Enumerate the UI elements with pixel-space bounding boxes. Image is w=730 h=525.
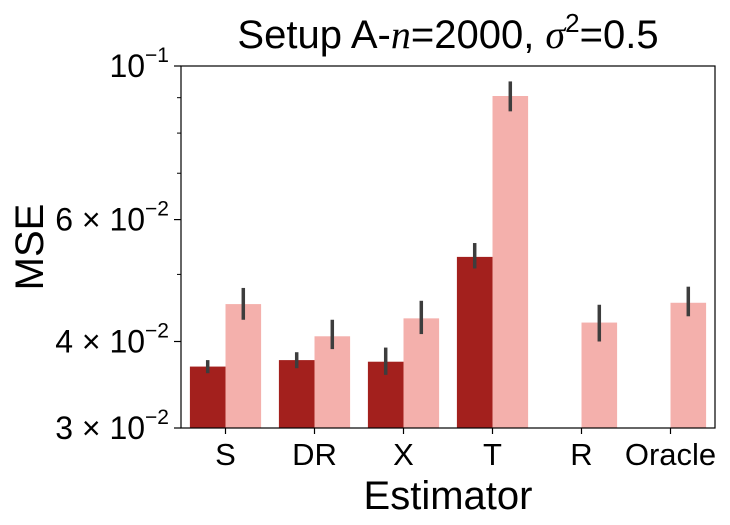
y-tick-label: 3 × 10−2 <box>55 406 169 446</box>
error-bars-layer <box>205 81 691 375</box>
chart-title: Setup A-n=2000, σ2=0.5 <box>237 8 658 57</box>
bar-series2-x <box>403 318 440 428</box>
x-tick-label-x: X <box>393 437 414 472</box>
x-tick-label-dr: DR <box>292 437 337 472</box>
bar-series2-oracle <box>670 302 707 428</box>
title-sigma-exp: 2 <box>565 8 579 38</box>
x-tick-label-oracle: Oracle <box>625 437 716 472</box>
bar-series1-t <box>456 256 493 428</box>
y-tick-label: 6 × 10−2 <box>55 198 169 238</box>
x-tick-label-s: S <box>215 437 236 472</box>
title-sigma-value: =0.5 <box>580 13 659 57</box>
y-axis: 10−1 6 × 10−2 4 × 10−2 3 × 10−2 <box>55 44 181 446</box>
x-axis: S DR X T R Oracle <box>215 428 716 472</box>
bar-series2-dr <box>314 336 351 428</box>
title-n-symbol: n <box>391 12 411 57</box>
bar-series1-dr <box>278 360 315 428</box>
bars-layer <box>189 96 707 428</box>
title-prefix: Setup A- <box>237 13 390 57</box>
title-n-value: =2000, <box>411 13 546 57</box>
bar-series2-s <box>225 304 262 428</box>
y-axis-label: MSE <box>8 204 52 291</box>
bar-series1-s <box>189 366 226 428</box>
bar-series2-t <box>492 96 529 428</box>
y-tick-label: 4 × 10−2 <box>55 320 169 360</box>
x-tick-label-r: R <box>570 437 592 472</box>
x-axis-label: Estimator <box>364 474 533 518</box>
x-tick-label-t: T <box>483 437 502 472</box>
y-tick-label: 10−1 <box>109 44 169 84</box>
plot-frame <box>180 65 716 429</box>
title-sigma-symbol: σ <box>545 12 566 57</box>
